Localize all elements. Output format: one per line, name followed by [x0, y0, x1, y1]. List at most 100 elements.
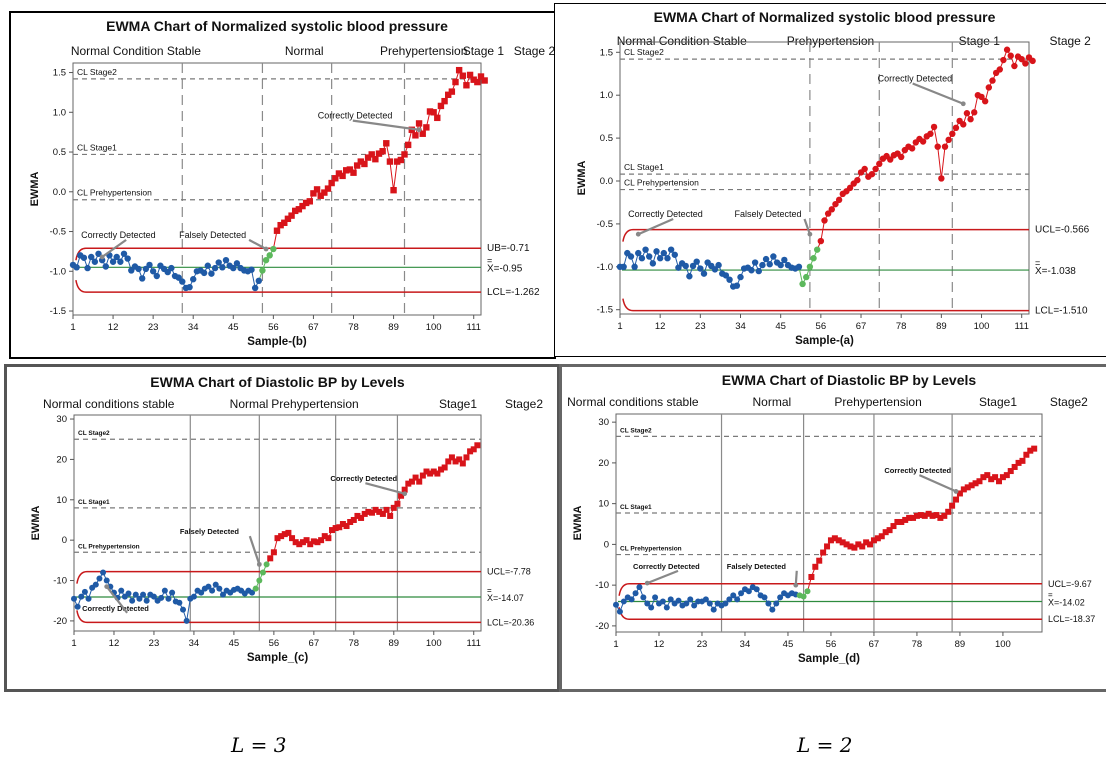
data-point — [689, 262, 697, 270]
x-tick-label: 45 — [775, 321, 786, 332]
y-tick-label: 0.0 — [600, 176, 613, 187]
data-point — [339, 172, 346, 180]
data-point — [933, 512, 940, 519]
data-point — [691, 602, 698, 609]
data-point — [872, 165, 879, 173]
center-label: X=-14.02 — [1048, 598, 1085, 608]
data-point — [139, 275, 146, 282]
annotation-arrowhead — [807, 231, 813, 237]
x-tick-label: 12 — [109, 638, 120, 649]
data-point — [394, 158, 401, 165]
center-label: X=-1.038 — [1035, 266, 1076, 277]
data-point — [74, 603, 81, 610]
data-point — [281, 531, 288, 538]
annotation: Correctly Detected — [633, 562, 700, 571]
annotation-arrowhead — [402, 491, 408, 497]
data-point — [336, 524, 343, 531]
data-point — [463, 82, 470, 89]
data-point — [726, 276, 733, 283]
data-point — [158, 594, 165, 601]
data-point — [190, 593, 197, 600]
data-point — [737, 273, 744, 281]
data-point — [800, 593, 807, 600]
x-tick-label: 67 — [856, 321, 867, 332]
data-point — [846, 184, 854, 192]
data-point — [361, 510, 368, 517]
y-tick-label: 10 — [56, 495, 67, 506]
ewma-chart-b: EWMA Chart of Normalized systolic blood … — [29, 18, 555, 348]
data-point — [972, 480, 979, 487]
data-point — [183, 617, 190, 624]
cl-label: CL Prehypertension — [78, 543, 140, 550]
data-point — [96, 575, 103, 582]
data-point — [1019, 457, 1026, 464]
y-axis-label: EWMA — [572, 506, 584, 541]
series-segment — [933, 126, 939, 147]
data-point — [908, 145, 916, 152]
data-point — [863, 539, 870, 546]
data-point — [415, 120, 423, 127]
data-point — [100, 569, 107, 576]
annotation-arrowhead — [104, 584, 110, 589]
series-segment — [820, 220, 825, 242]
data-point — [412, 474, 419, 481]
data-point — [902, 516, 909, 523]
data-point — [687, 596, 694, 603]
data-point — [777, 261, 784, 269]
data-point — [136, 595, 143, 602]
phase-label: Normal conditions stable — [43, 397, 175, 411]
data-point — [960, 486, 967, 493]
data-point — [118, 587, 125, 594]
data-point — [401, 486, 408, 493]
data-point — [941, 143, 949, 150]
data-point — [675, 597, 682, 604]
data-point — [248, 266, 255, 273]
data-point — [211, 264, 219, 272]
data-point — [894, 518, 901, 525]
data-point — [339, 521, 346, 528]
data-point — [620, 263, 627, 271]
x-tick-label: 12 — [654, 639, 665, 650]
data-point — [945, 136, 952, 144]
data-point — [346, 166, 354, 173]
data-point — [452, 458, 459, 465]
data-point — [212, 581, 219, 588]
data-point — [368, 509, 375, 516]
data-point — [441, 97, 448, 105]
data-point — [711, 266, 719, 273]
data-point — [328, 179, 335, 187]
data-point — [638, 255, 646, 262]
data-point — [459, 460, 466, 467]
data-point — [292, 207, 299, 215]
data-point — [649, 260, 657, 267]
data-point — [95, 250, 102, 257]
data-point — [980, 474, 987, 481]
y-tick-label: -1.5 — [597, 305, 613, 316]
annotation-arrowhead — [953, 489, 959, 494]
data-point — [423, 468, 430, 475]
x-tick-label: 100 — [974, 321, 990, 332]
data-point — [267, 555, 274, 562]
data-point — [430, 468, 437, 475]
cl-label: CL Stage2 — [78, 430, 110, 437]
data-point — [960, 121, 967, 128]
x-tick-label: 23 — [695, 321, 706, 332]
x-tick-label: 34 — [740, 639, 751, 650]
data-point — [350, 516, 357, 523]
data-point — [347, 518, 354, 525]
y-tick-label: -0.5 — [597, 219, 613, 230]
data-point — [702, 596, 709, 603]
data-point — [71, 595, 77, 602]
data-point — [1031, 445, 1038, 452]
data-point — [230, 264, 237, 272]
cl-label: CL Stage1 — [620, 504, 652, 511]
data-point — [632, 590, 639, 597]
data-point — [474, 78, 481, 86]
data-point — [945, 508, 952, 515]
data-point — [925, 510, 932, 517]
data-point — [1015, 459, 1022, 466]
annotation: Correctly Detected — [330, 474, 397, 483]
data-point — [919, 138, 927, 145]
data-point — [379, 148, 386, 155]
y-tick-label: -20 — [53, 616, 67, 627]
